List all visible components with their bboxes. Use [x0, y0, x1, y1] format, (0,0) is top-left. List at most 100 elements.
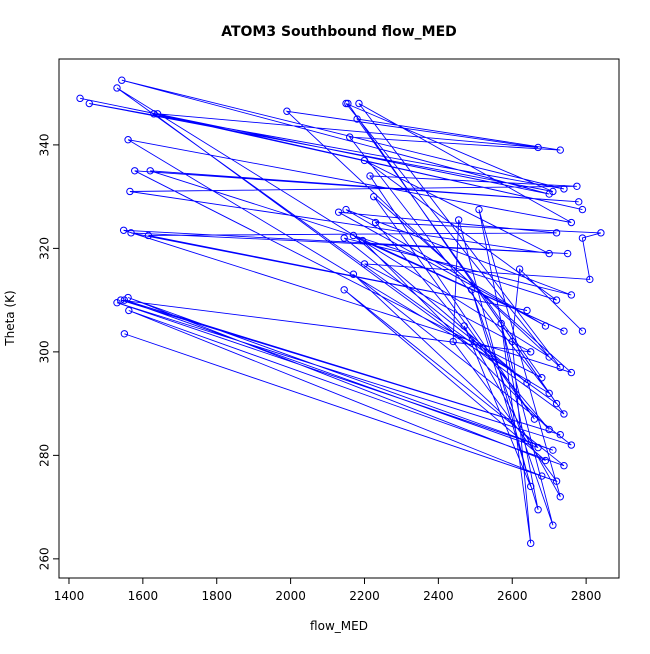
- point: [549, 187, 557, 196]
- point: [118, 76, 126, 84]
- point: [127, 229, 135, 237]
- point: [552, 477, 561, 485]
- point: [538, 472, 546, 480]
- point: [541, 456, 550, 465]
- point: [552, 296, 561, 304]
- point: [552, 399, 561, 408]
- x-tick-label: 1400: [54, 589, 85, 603]
- point: [541, 322, 550, 330]
- point: [560, 462, 568, 470]
- point: [113, 84, 121, 92]
- point: [146, 167, 154, 175]
- point: [131, 167, 139, 175]
- y-axis-label: Theta (K): [3, 290, 17, 346]
- y-tick-label: 260: [38, 547, 52, 570]
- chart-title: ATOM3 Southbound flow_MED: [221, 24, 457, 40]
- point: [534, 443, 542, 452]
- point: [567, 291, 576, 299]
- x-tick-label: 1600: [128, 589, 159, 603]
- point: [120, 296, 129, 304]
- point: [283, 107, 291, 115]
- point: [573, 182, 581, 190]
- point: [454, 216, 463, 224]
- point: [567, 368, 576, 377]
- point: [144, 231, 153, 240]
- point: [366, 172, 374, 180]
- y-tick-label: 320: [38, 237, 52, 260]
- point: [116, 296, 125, 304]
- point: [124, 136, 132, 144]
- point: [556, 493, 564, 501]
- point: [371, 218, 380, 227]
- point: [560, 410, 568, 418]
- point: [527, 539, 535, 548]
- point: [85, 99, 93, 108]
- point: [346, 133, 354, 141]
- point: [523, 306, 531, 315]
- point: [342, 205, 350, 214]
- point: [113, 299, 121, 307]
- point: [545, 425, 553, 434]
- point: [527, 348, 535, 356]
- point: [545, 353, 553, 361]
- point: [508, 337, 516, 346]
- x-tick-label: 2400: [423, 589, 454, 603]
- point: [340, 286, 348, 294]
- point: [527, 482, 535, 491]
- point: [76, 94, 84, 103]
- point: [467, 286, 476, 294]
- x-tick-label: 2200: [349, 589, 380, 603]
- point: [534, 143, 542, 152]
- point: [560, 327, 568, 335]
- point: [370, 192, 378, 201]
- point: [567, 218, 576, 227]
- point: [545, 389, 553, 397]
- x-tick-label: 2800: [571, 589, 602, 603]
- series-line: [80, 79, 602, 544]
- point: [124, 293, 132, 302]
- x-tick-label: 2000: [275, 589, 306, 603]
- point: [355, 99, 363, 108]
- point: [497, 319, 505, 328]
- point: [120, 330, 129, 338]
- point: [449, 337, 457, 346]
- point: [556, 363, 564, 372]
- point: [556, 146, 564, 154]
- point: [475, 205, 483, 214]
- point: [349, 270, 358, 278]
- point: [597, 229, 605, 237]
- point: [560, 185, 568, 193]
- point: [549, 446, 557, 454]
- point: [545, 190, 553, 198]
- point: [563, 249, 572, 258]
- point: [586, 275, 594, 284]
- y-tick-label: 340: [38, 133, 52, 156]
- point: [353, 115, 361, 123]
- x-tick-label: 2600: [497, 589, 528, 603]
- point: [538, 374, 546, 382]
- point: [578, 327, 587, 335]
- x-tick-label: 1800: [201, 589, 232, 603]
- point: [344, 99, 352, 108]
- point: [530, 415, 539, 423]
- point: [523, 379, 531, 387]
- point: [515, 265, 524, 273]
- point: [119, 226, 128, 234]
- point: [534, 505, 542, 514]
- plot-frame: [58, 58, 620, 579]
- x-axis-label: flow_MED: [310, 619, 368, 633]
- point: [360, 260, 369, 268]
- point: [334, 208, 343, 216]
- point: [349, 231, 358, 240]
- point: [126, 187, 134, 196]
- point: [552, 229, 561, 237]
- point: [358, 236, 367, 245]
- point: [153, 110, 162, 118]
- point: [340, 234, 348, 242]
- point: [578, 234, 587, 242]
- point: [150, 110, 158, 118]
- point: [545, 249, 553, 258]
- point: [556, 430, 564, 439]
- point: [567, 441, 576, 449]
